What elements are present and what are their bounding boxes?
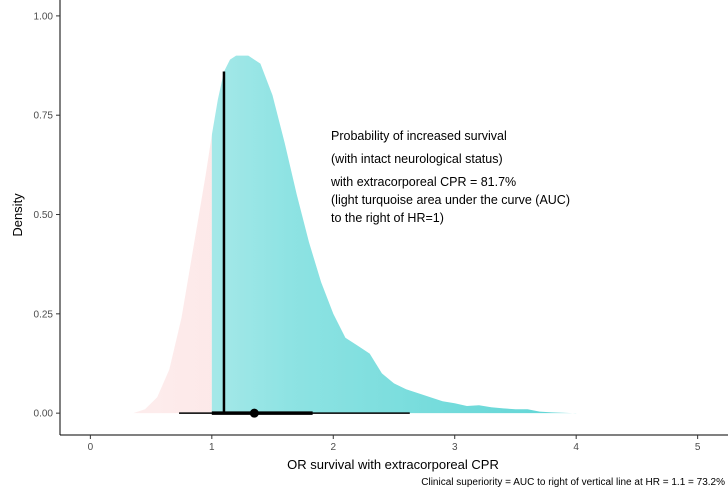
annotation-line: to the right of HR=1) — [331, 211, 444, 225]
x-tick-label: 3 — [452, 442, 458, 453]
annotation-text: Probability of increased survival (with … — [330, 129, 570, 225]
x-tick-label: 4 — [573, 442, 579, 453]
x-tick-label: 0 — [88, 442, 94, 453]
x-tick-label: 1 — [209, 442, 215, 453]
caption: Clinical superiority = AUC to right of v… — [421, 477, 725, 488]
x-tick-label: 5 — [695, 442, 701, 453]
annotation-line: Probability of increased survival — [331, 129, 507, 143]
plot-area — [132, 55, 577, 418]
x-axis-title: OR survival with extracorporeal CPR — [287, 457, 499, 472]
y-axis-title: Density — [10, 193, 25, 237]
y-tick-label: 0.25 — [34, 309, 54, 320]
annotation-line: (light turquoise area under the curve (A… — [331, 193, 570, 207]
annotation-line: (with intact neurological status) — [331, 152, 503, 166]
point-estimate — [249, 408, 259, 418]
x-tick-label: 2 — [330, 442, 336, 453]
y-tick-label: 0.00 — [34, 409, 54, 420]
y-ticks: 0.00 0.25 0.50 0.75 1.00 — [34, 11, 60, 420]
y-tick-label: 0.50 — [34, 210, 54, 221]
x-ticks: 0 1 2 3 4 5 — [88, 435, 701, 453]
y-tick-label: 1.00 — [34, 11, 54, 22]
y-tick-label: 0.75 — [34, 111, 54, 122]
axes: 0 1 2 3 4 5 0.00 0.25 0.50 0.75 1.00 — [34, 0, 728, 453]
density-area-right — [211, 55, 577, 414]
density-area-left — [132, 134, 212, 414]
annotation-line: with extracorporeal CPR = 81.7% — [330, 175, 516, 189]
